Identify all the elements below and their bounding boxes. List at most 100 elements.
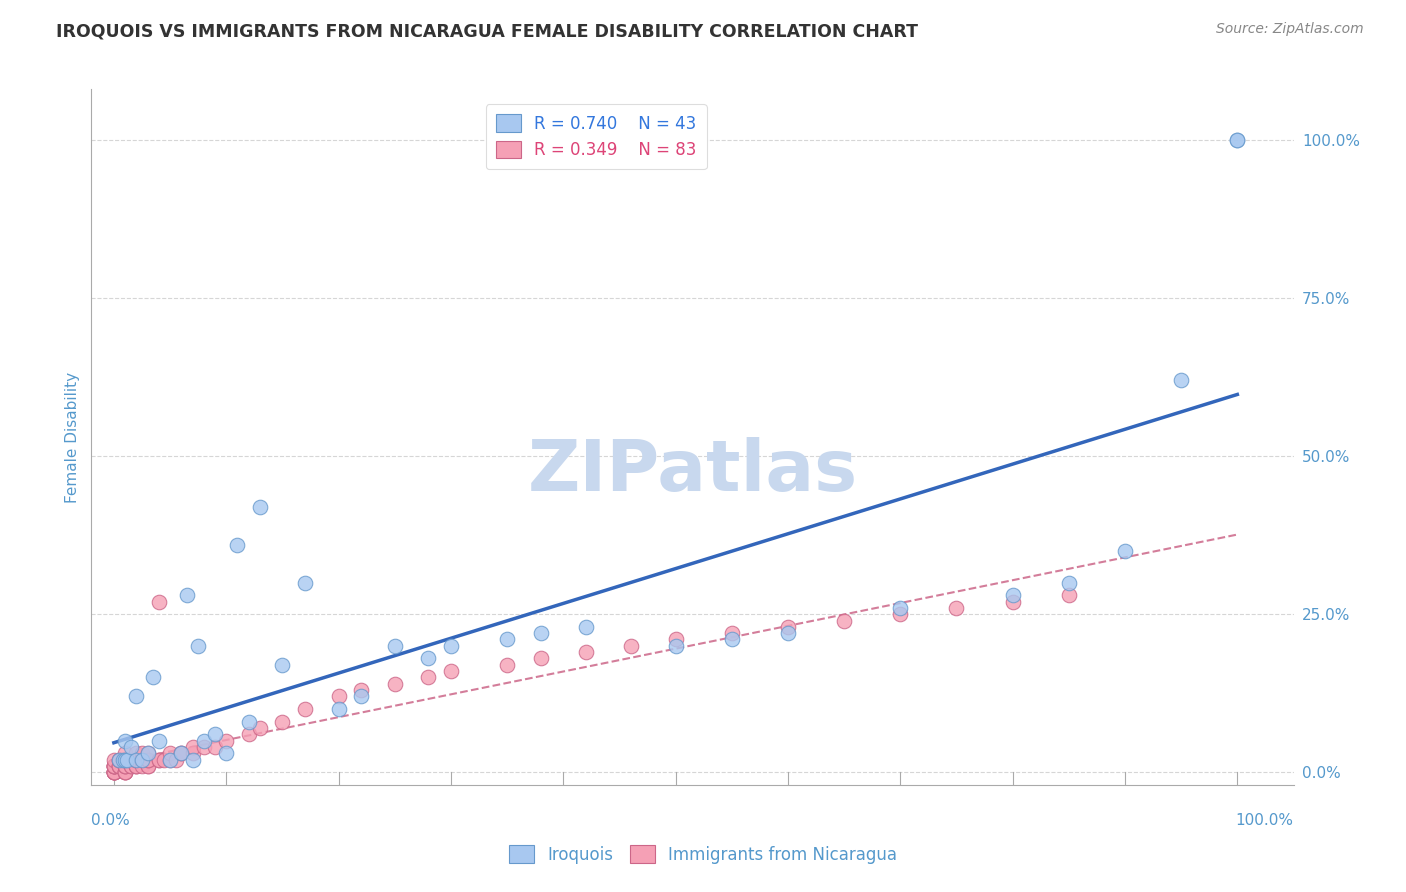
Point [1057,575,1080,590]
Point [945,600,967,615]
Point [103,765,125,780]
Point [294,575,316,590]
Point [215,733,238,747]
Point [108,753,131,767]
Point [575,620,598,634]
Point [114,753,136,767]
Point [350,690,373,704]
Point [384,677,406,691]
Point [103,759,125,773]
Point [350,683,373,698]
Point [328,702,350,716]
Point [496,657,519,672]
Point [1057,588,1080,602]
Point [131,759,153,773]
Point [125,759,148,773]
Point [148,733,170,747]
Point [776,626,799,640]
Point [120,739,142,754]
Point [889,600,911,615]
Point [620,639,643,653]
Text: ZIPatlas: ZIPatlas [527,437,858,507]
Point [114,753,136,767]
Point [889,607,911,622]
Point [294,702,316,716]
Point [114,765,136,780]
Point [125,759,148,773]
Point [131,753,153,767]
Point [181,739,204,754]
Point [148,594,170,608]
Point [114,753,136,767]
Text: IROQUOIS VS IMMIGRANTS FROM NICARAGUA FEMALE DISABILITY CORRELATION CHART: IROQUOIS VS IMMIGRANTS FROM NICARAGUA FE… [56,22,918,40]
Point [103,759,125,773]
Point [108,753,131,767]
Point [1001,588,1024,602]
Point [165,753,187,767]
Legend: R = 0.740    N = 43, R = 0.349    N = 83: R = 0.740 N = 43, R = 0.349 N = 83 [486,104,707,169]
Point [108,753,131,767]
Point [249,721,271,735]
Point [238,727,260,741]
Point [204,739,226,754]
Point [720,632,742,647]
Point [271,657,294,672]
Point [136,759,159,773]
Point [125,753,148,767]
Point [776,620,799,634]
Point [665,639,688,653]
Point [131,747,153,761]
Point [136,747,159,761]
Point [114,759,136,773]
Point [111,753,134,767]
Point [226,538,249,552]
Point [271,714,294,729]
Point [440,639,463,653]
Point [103,759,125,773]
Point [103,765,125,780]
Y-axis label: Female Disability: Female Disability [65,371,80,503]
Point [114,759,136,773]
Point [103,753,125,767]
Point [181,747,204,761]
Point [575,645,598,659]
Point [103,759,125,773]
Point [418,670,440,684]
Point [832,614,855,628]
Point [159,747,181,761]
Point [181,753,204,767]
Point [249,500,271,514]
Point [114,765,136,780]
Point [114,733,136,747]
Point [103,765,125,780]
Point [108,759,131,773]
Point [125,690,148,704]
Point [148,753,170,767]
Point [193,739,215,754]
Point [114,747,136,761]
Point [1170,373,1192,387]
Point [418,651,440,665]
Point [384,639,406,653]
Point [117,753,139,767]
Point [328,690,350,704]
Point [125,759,148,773]
Point [720,626,742,640]
Point [120,759,142,773]
Point [496,632,519,647]
Point [136,753,159,767]
Point [1114,544,1136,558]
Point [103,765,125,780]
Legend: Iroquois, Immigrants from Nicaragua: Iroquois, Immigrants from Nicaragua [502,838,904,871]
Point [176,588,198,602]
Point [136,753,159,767]
Point [120,753,142,767]
Point [103,759,125,773]
Point [170,747,193,761]
Text: 100.0%: 100.0% [1236,814,1294,828]
Point [114,765,136,780]
Point [125,747,148,761]
Point [170,747,193,761]
Point [148,753,170,767]
Point [108,759,131,773]
